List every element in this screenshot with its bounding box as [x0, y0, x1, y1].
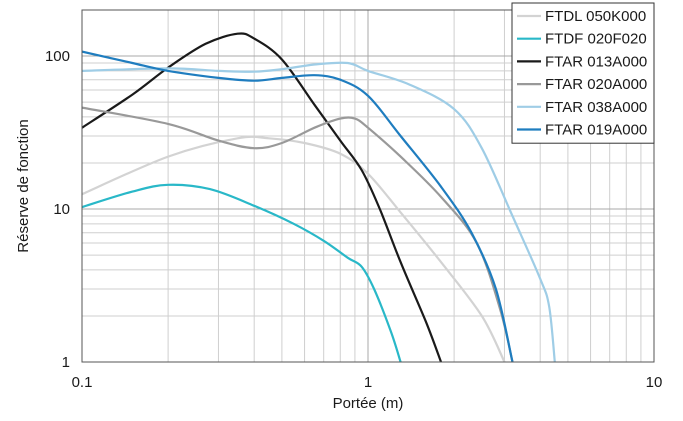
y-tick-label: 100: [45, 48, 70, 65]
series-line-3: [82, 32, 443, 362]
legend-label: FTAR 013A000: [545, 53, 647, 70]
legend-label: FTAR 038A000: [545, 99, 647, 116]
y-tick-label: 10: [53, 201, 70, 218]
legend-label: FTDL 050K000: [545, 8, 646, 25]
series-line-2: [82, 183, 402, 362]
legend-box: [511, 2, 655, 144]
series-lines: [82, 32, 556, 362]
x-axis-title: Portée (m): [333, 395, 404, 412]
legend-label: FTAR 019A000: [545, 122, 647, 139]
plot-frame: [81, 9, 655, 363]
legend-label: FTAR 020A000: [545, 76, 647, 93]
x-tick-label: 10: [646, 374, 663, 391]
series-line-5: [82, 61, 556, 362]
series-line-1: [82, 135, 506, 362]
series-line-6: [82, 50, 514, 362]
series-line-4: [82, 106, 514, 362]
legend-label: FTDF 020F020: [545, 31, 647, 48]
y-axis-title: Réserve de fonction: [15, 119, 32, 252]
y-tick-label: 1: [62, 354, 70, 371]
x-tick-label: 1: [364, 374, 372, 391]
x-tick-label: 0.1: [72, 374, 93, 391]
legend: FTDL 050K000 FTDF 020F020 FTAR 013A000 FTAR…: [511, 2, 655, 144]
